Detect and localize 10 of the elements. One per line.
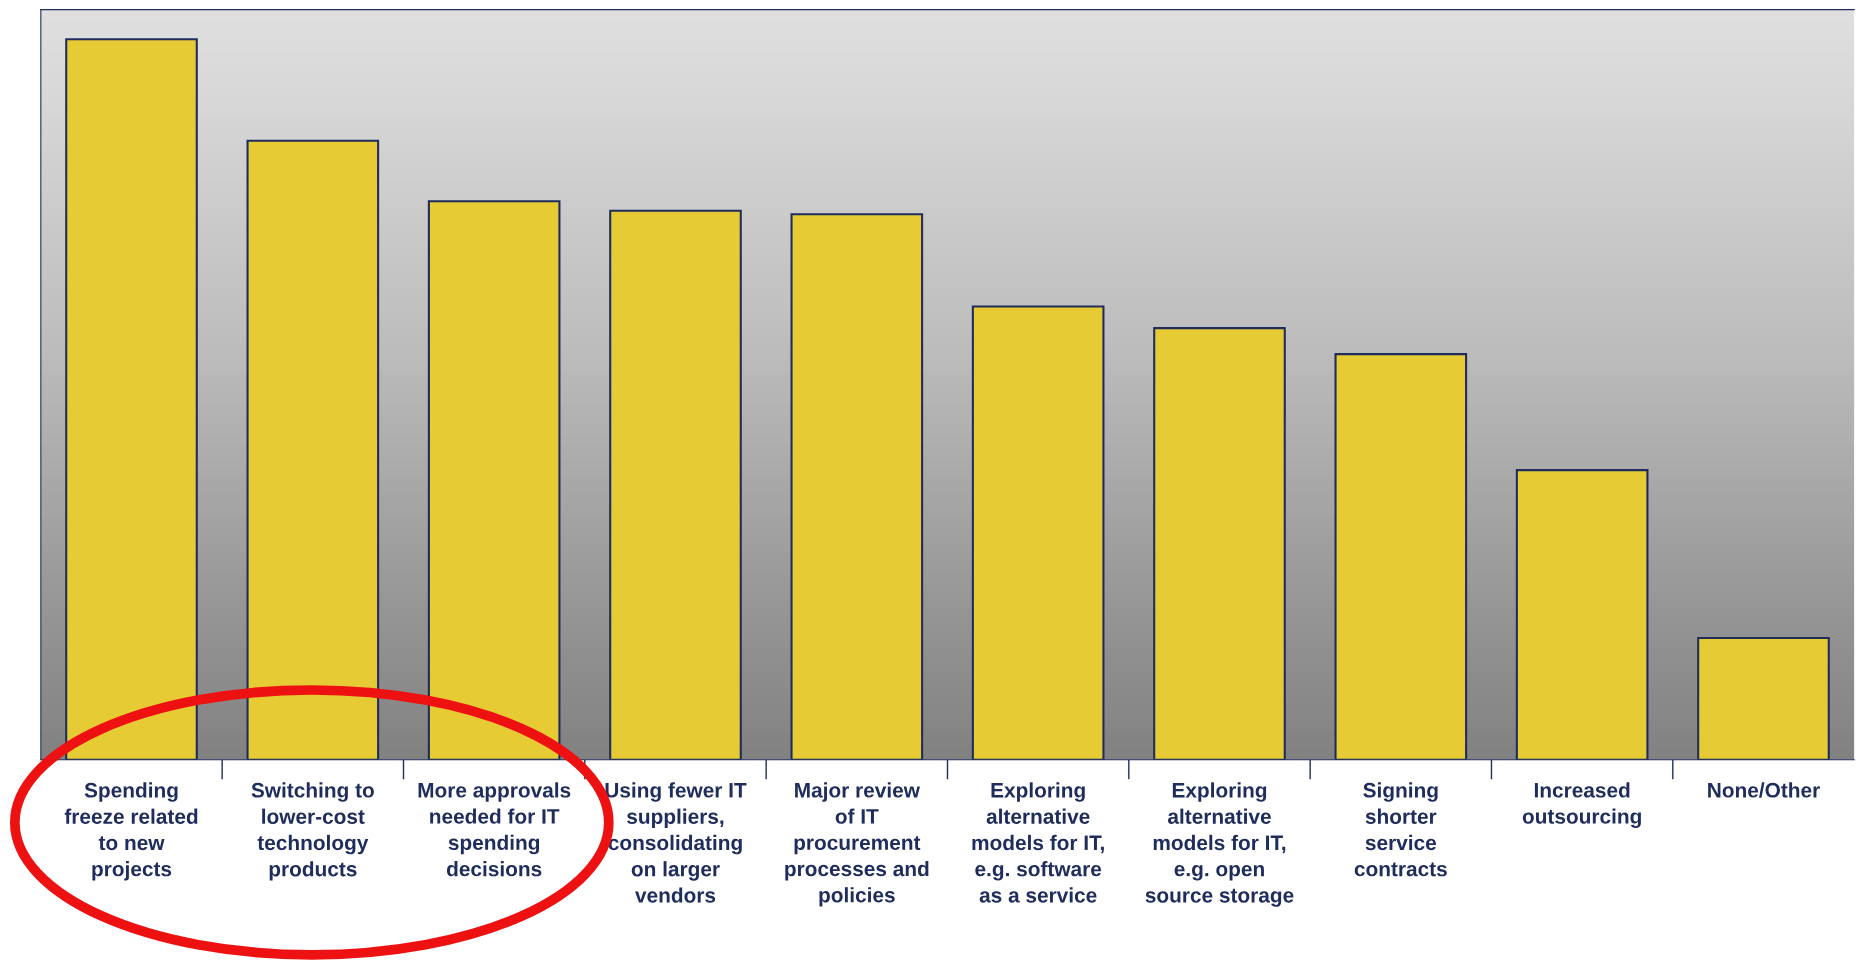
x-tick-label: Spending freeze related to new projects xyxy=(64,782,198,881)
x-tick-label: More approvals needed for IT spending decisions xyxy=(418,782,571,877)
x-tick-label: None/Other xyxy=(1708,782,1820,798)
x-tick-label: Using fewer IT suppliers, consolidating on larger vendors xyxy=(605,782,747,903)
x-tick-label: Major review of IT procurement processes and policies xyxy=(785,782,929,907)
x-tick-label: Exploring alternative models for IT, e.g. open source storage xyxy=(1145,782,1294,907)
x-tick-label: Signing shorter service contracts xyxy=(1354,782,1447,877)
x-tick-label: Exploring alternative models for IT, e.g. software as a service xyxy=(972,782,1104,903)
x-tick-label: Increased outsourcing xyxy=(1522,782,1641,829)
x-tick-label: Switching to lower-cost technology products xyxy=(251,782,374,881)
